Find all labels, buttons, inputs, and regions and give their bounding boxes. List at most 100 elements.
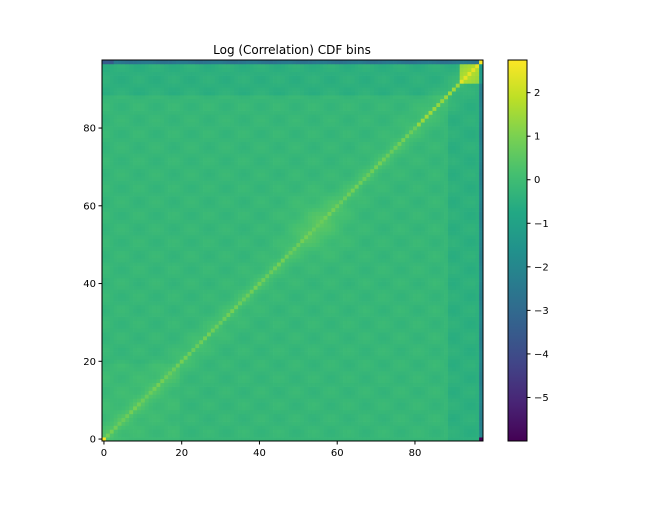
heatmap-cell: [409, 382, 414, 387]
heatmap-cell: [234, 332, 239, 337]
heatmap-cell: [199, 273, 204, 279]
heatmap-cell: [273, 359, 278, 364]
heatmap-cell: [374, 429, 379, 434]
heatmap-cell: [148, 406, 153, 411]
heatmap-cell: [284, 312, 289, 317]
heatmap-cell: [273, 258, 278, 263]
heatmap-cell: [323, 437, 328, 442]
heatmap-cell: [300, 336, 305, 341]
heatmap-cell: [385, 347, 391, 352]
heatmap-cell: [276, 269, 282, 275]
heatmap-cell: [253, 347, 258, 352]
heatmap-cell: [366, 433, 371, 438]
heatmap-cell: [451, 266, 457, 271]
heatmap-cell: [463, 406, 468, 411]
heatmap-cell: [335, 250, 340, 255]
heatmap-cell: [354, 258, 359, 263]
heatmap-cell: [292, 320, 297, 325]
heatmap-cell: [199, 351, 204, 356]
heatmap-cell: [140, 402, 146, 407]
heatmap-cell: [199, 246, 204, 251]
heatmap-cell: [420, 297, 426, 302]
heatmap-cell: [448, 273, 453, 279]
heatmap-cell: [366, 308, 371, 314]
heatmap-cell: [416, 343, 422, 349]
heatmap-cell: [179, 394, 184, 399]
heatmap-cell: [257, 289, 262, 294]
heatmap-cell: [284, 328, 289, 333]
heatmap-cell: [397, 394, 402, 399]
heatmap-cell: [164, 409, 169, 415]
heatmap-cell: [261, 429, 266, 434]
heatmap-cell: [358, 386, 363, 391]
heatmap-cell: [226, 301, 231, 306]
heatmap-cell: [160, 406, 165, 411]
heatmap-cell: [339, 409, 344, 415]
heatmap-cell: [358, 343, 363, 349]
heatmap-cell: [183, 262, 188, 267]
heatmap-cell: [203, 250, 208, 255]
heatmap-cell: [362, 363, 367, 368]
heatmap-cell: [424, 339, 429, 345]
heatmap-cell: [358, 281, 363, 286]
heatmap-cell: [432, 367, 437, 372]
heatmap-cell: [133, 297, 138, 302]
heatmap-cell: [323, 250, 328, 255]
heatmap-cell: [331, 394, 336, 399]
heatmap-cell: [378, 355, 383, 360]
heatmap-cell: [323, 406, 328, 411]
heatmap-cell: [327, 425, 332, 430]
heatmap-cell: [451, 339, 457, 345]
heatmap-cell: [428, 246, 433, 251]
heatmap-cell: [238, 425, 243, 430]
heatmap-cell: [210, 246, 216, 251]
heatmap-cell: [467, 277, 472, 282]
heatmap-cell: [140, 363, 146, 368]
heatmap-cell: [164, 378, 169, 384]
heatmap-cell: [455, 246, 461, 251]
heatmap-cell: [280, 425, 286, 430]
heatmap-cell: [475, 343, 480, 349]
heatmap-cell: [428, 339, 433, 345]
heatmap-cell: [358, 382, 363, 387]
heatmap-cell: [148, 371, 153, 376]
heatmap-cell: [230, 437, 235, 442]
heatmap-cell: [168, 312, 173, 317]
heatmap-cell: [471, 328, 476, 333]
heatmap-cell: [416, 351, 422, 356]
heatmap-cell: [381, 421, 387, 426]
heatmap-cell: [319, 312, 324, 317]
heatmap-cell: [199, 382, 204, 387]
heatmap-cell: [350, 351, 356, 356]
heatmap-cell: [261, 332, 266, 337]
heatmap-cell: [222, 328, 227, 333]
heatmap-cell: [261, 413, 266, 419]
heatmap-cell: [420, 328, 426, 333]
heatmap-cell: [385, 374, 391, 380]
heatmap-cell: [269, 254, 274, 259]
heatmap-cell: [195, 398, 200, 403]
heatmap-cell: [121, 374, 126, 380]
heatmap-cell: [234, 390, 239, 395]
heatmap-cell: [218, 343, 223, 349]
heatmap-cell: [245, 367, 251, 372]
heatmap-cell: [222, 417, 227, 422]
heatmap-cell: [335, 378, 340, 384]
heatmap-cell: [428, 277, 433, 282]
heatmap-cell: [323, 312, 328, 317]
heatmap-cell: [276, 262, 282, 267]
heatmap-cell: [444, 281, 449, 286]
heatmap-cell: [401, 308, 406, 314]
heatmap-cell: [125, 382, 130, 387]
heatmap-cell: [397, 402, 402, 407]
heatmap-cell: [463, 429, 468, 434]
heatmap-cell: [269, 359, 274, 364]
heatmap-cell: [315, 343, 321, 349]
heatmap-cell: [257, 250, 262, 255]
heatmap-cell: [276, 347, 282, 352]
heatmap-cell: [265, 378, 270, 384]
heatmap-cell: [245, 328, 251, 333]
heatmap-cell: [440, 289, 445, 294]
heatmap-cell: [160, 421, 165, 426]
heatmap-cell: [424, 398, 429, 403]
